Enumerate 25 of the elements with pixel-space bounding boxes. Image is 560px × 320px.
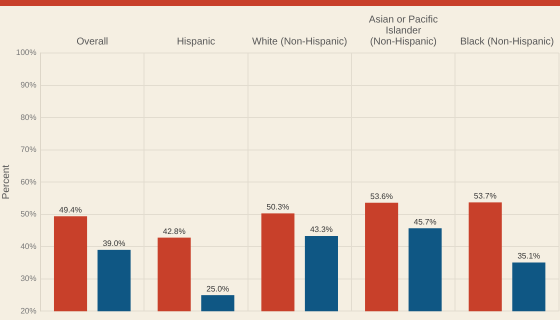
x-tick-label: White (Non-Hispanic) xyxy=(252,36,348,48)
data-label: 53.6% xyxy=(370,192,393,201)
data-label: 42.8% xyxy=(162,226,186,236)
data-label: 35.1% xyxy=(517,252,540,261)
y-tick-label: 30% xyxy=(20,274,36,284)
data-label: 49.4% xyxy=(59,206,82,215)
y-tick-label: 40% xyxy=(20,242,36,251)
data-label: 39.0% xyxy=(102,239,126,248)
y-tick-label: 50% xyxy=(20,210,36,219)
y-tick-label: 100% xyxy=(16,48,36,58)
y-tick-label: 20% xyxy=(20,306,36,316)
y-tick-label: 70% xyxy=(20,145,36,154)
data-label: 43.3% xyxy=(310,225,333,234)
y-axis-title: Percent xyxy=(0,164,12,200)
y-tick-label: 80% xyxy=(20,112,36,122)
y-tick-label: 90% xyxy=(20,80,36,90)
data-label: 25.0% xyxy=(206,284,230,294)
x-tick-label: Hispanic xyxy=(176,36,216,48)
x-tick-label: Black (Non-Hispanic) xyxy=(460,36,554,48)
y-tick-label: 60% xyxy=(20,177,36,186)
data-label: 53.7% xyxy=(474,192,497,201)
data-label: 45.7% xyxy=(414,217,436,226)
x-tick-label: Overall xyxy=(76,36,108,48)
x-tick-label: Asian or Pacific Islander (Non-Hispanic) xyxy=(368,14,438,48)
data-label: 50.3% xyxy=(266,202,290,212)
